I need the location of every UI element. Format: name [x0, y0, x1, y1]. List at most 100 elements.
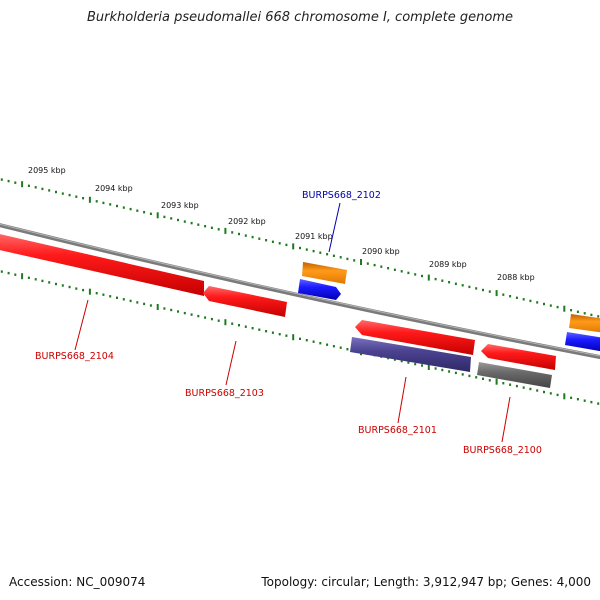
minor-tick: [217, 228, 220, 231]
minor-tick: [482, 288, 484, 292]
minor-tick: [326, 343, 329, 346]
minor-tick: [183, 311, 186, 315]
minor-tick: [515, 384, 518, 388]
minor-tick: [346, 257, 349, 261]
minor-tick: [197, 223, 200, 226]
minor-tick: [41, 187, 44, 191]
minor-tick: [475, 287, 478, 290]
minor-tick: [590, 400, 593, 404]
minor-tick: [353, 259, 356, 262]
minor-tick: [68, 285, 71, 289]
minor-tick: [570, 396, 573, 399]
minor-tick: [576, 310, 579, 313]
minor-tick: [0, 178, 3, 181]
gene-BURPS668_2101[interactable]: BURPS668_2101: [350, 320, 475, 436]
minor-tick: [454, 282, 457, 285]
minor-tick: [373, 263, 376, 267]
minor-tick: [34, 278, 37, 281]
minor-tick: [265, 239, 268, 242]
kbp-tick-row-inner: [0, 270, 600, 405]
minor-tick: [509, 295, 512, 298]
kbp-label-2090: 2090 kbp: [362, 247, 400, 256]
minor-tick: [68, 193, 71, 197]
minor-tick: [448, 281, 451, 284]
minor-tick: [549, 304, 552, 307]
minor-tick: [14, 273, 17, 276]
minor-tick: [190, 313, 193, 316]
minor-tick: [251, 327, 254, 330]
minor-tick: [448, 370, 451, 373]
major-tick: [495, 378, 498, 385]
minor-tick: [197, 314, 200, 318]
minor-tick: [319, 251, 322, 254]
minor-tick: [441, 279, 444, 282]
gene-BURPS668_2103[interactable]: BURPS668_2103: [185, 286, 287, 399]
kbp-label-2092: 2092 kbp: [228, 217, 266, 226]
major-tick: [156, 304, 159, 310]
major-tick: [88, 288, 91, 295]
major-tick: [292, 334, 295, 341]
minor-tick: [434, 277, 437, 281]
kbp-label-2091: 2091 kbp: [295, 232, 333, 241]
minor-tick: [265, 330, 268, 333]
minor-tick: [116, 296, 118, 299]
minor-tick: [41, 279, 44, 283]
accession-label: Accession: NC_009074: [9, 575, 146, 589]
gene-offscreen-right[interactable]: [565, 314, 600, 352]
kbp-tick-row-outer: [0, 178, 600, 318]
minor-tick: [536, 389, 539, 392]
gene-label: BURPS668_2104: [35, 351, 114, 362]
gene-BURPS668_2100[interactable]: BURPS668_2100: [463, 344, 556, 456]
kbp-label-2089: 2089 kbp: [429, 260, 467, 269]
minor-tick: [556, 393, 559, 397]
minor-tick: [102, 201, 105, 205]
minor-tick: [258, 328, 261, 331]
minor-tick: [502, 382, 505, 385]
minor-tick: [183, 220, 186, 223]
minor-tick: [332, 254, 335, 257]
minor-tick: [136, 301, 139, 304]
minor-tick: [441, 368, 444, 372]
minor-tick: [177, 218, 179, 222]
minor-tick: [543, 390, 545, 394]
minor-tick: [421, 364, 423, 367]
minor-tick: [231, 322, 234, 325]
minor-tick: [522, 386, 525, 389]
minor-tick: [244, 234, 247, 237]
minor-tick: [210, 226, 213, 229]
minor-tick: [55, 190, 57, 194]
major-tick: [360, 259, 362, 265]
minor-tick: [116, 204, 118, 208]
gene-BURPS668_2104[interactable]: BURPS668_2104: [0, 233, 204, 362]
minor-tick: [122, 298, 125, 301]
genome-backbone-highlight: [0, 223, 600, 357]
minor-tick: [400, 359, 403, 363]
gene-BURPS668_2102[interactable]: BURPS668_2102: [298, 190, 381, 300]
minor-tick: [461, 284, 464, 287]
minor-tick: [475, 376, 478, 379]
minor-tick: [61, 192, 64, 195]
map-title: Burkholderia pseudomallei 668 chromosome…: [86, 10, 514, 25]
minor-tick: [305, 248, 308, 251]
minor-tick: [488, 290, 491, 293]
major-tick: [88, 196, 91, 203]
minor-tick: [502, 293, 505, 296]
minor-tick: [339, 256, 342, 259]
minor-tick: [346, 348, 349, 351]
kbp-label-2094: 2094 kbp: [95, 184, 133, 193]
minor-tick: [454, 371, 457, 375]
minor-tick: [149, 212, 152, 215]
minor-tick: [143, 211, 146, 214]
minor-tick: [407, 361, 410, 364]
gene-label: BURPS668_2100: [463, 445, 542, 456]
minor-tick: [109, 203, 112, 206]
minor-tick: [543, 302, 545, 306]
minor-tick: [177, 310, 179, 313]
minor-tick: [55, 282, 57, 286]
minor-tick: [414, 362, 417, 366]
minor-tick: [549, 392, 552, 395]
minor-tick: [122, 206, 125, 209]
minor-tick: [210, 317, 213, 321]
minor-tick: [48, 189, 51, 192]
